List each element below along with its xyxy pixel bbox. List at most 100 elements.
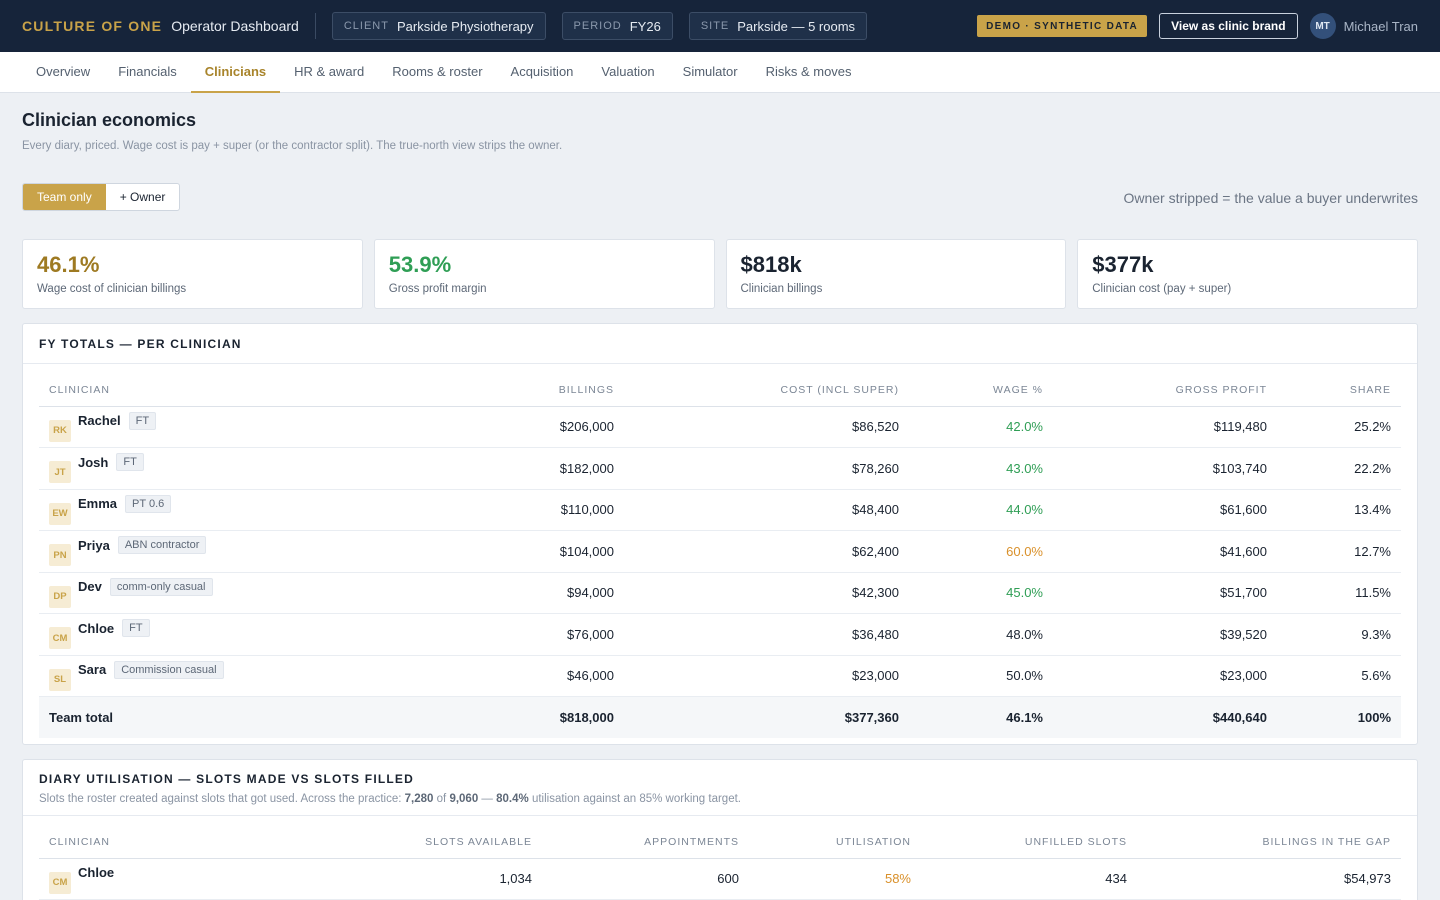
col-appointments[interactable]: APPOINTMENTS xyxy=(542,816,749,859)
tab-clinicians[interactable]: Clinicians xyxy=(190,52,281,93)
panel-header: DIARY UTILISATION — SLOTS MADE VS SLOTS … xyxy=(23,760,1417,816)
tab-rooms-roster[interactable]: Rooms & roster xyxy=(392,64,483,79)
panel-subtitle: Slots the roster created against slots t… xyxy=(39,793,1401,805)
kpi-value: $818k xyxy=(740,252,802,277)
kpi-value: $377k xyxy=(1092,252,1154,277)
wage-cell: 43.0% xyxy=(909,447,1053,490)
clinician-name[interactable]: Priya xyxy=(78,537,110,553)
site-selector[interactable]: SITE Parkside — 5 rooms xyxy=(688,12,868,40)
clinician-name-wrap: RK Rachel FT xyxy=(49,411,449,442)
table-row[interactable]: DP Dev comm-only casual $94,000 $42,300 45.0%… xyxy=(39,572,1401,614)
billings-cell: $46,000 xyxy=(459,655,624,697)
cost-cell: $23,000 xyxy=(624,655,909,697)
employment-tag: ABN contractor xyxy=(117,536,207,555)
table-row[interactable]: EW Emma PT 0.6 $110,000 $48,400 44.0% $61,600 1… xyxy=(39,489,1401,531)
col-slots-available[interactable]: SLOTS AVAILABLE xyxy=(369,816,542,859)
table-row[interactable]: SL Sara Commission casual $46,000 $23,000 50.… xyxy=(39,655,1401,697)
clinician-name[interactable]: Rachel xyxy=(78,413,121,429)
user-name[interactable]: Michael Tran xyxy=(1343,18,1418,34)
team-only-option[interactable]: Team only xyxy=(23,184,106,210)
fy-totals-table: CLINICIAN BILLINGS COST (INCL SUPER) WAG… xyxy=(39,364,1401,738)
slots-available-cell: 1,034 xyxy=(369,858,542,900)
clinician-name[interactable]: Emma xyxy=(78,496,118,512)
clinician-initials: CM xyxy=(49,871,71,894)
brand-logo[interactable]: CULTURE OF ONE xyxy=(22,18,163,34)
owner-toggle: Team only + Owner xyxy=(22,183,181,211)
page-subtitle: Every diary, priced. Wage cost is pay + … xyxy=(22,140,563,152)
col-clinician[interactable]: CLINICIAN xyxy=(39,816,369,859)
col-utilisation[interactable]: UTILISATION xyxy=(749,816,921,859)
col-billings-gap[interactable]: BILLINGS IN THE GAP xyxy=(1137,816,1401,859)
table-row[interactable]: RK Rachel FT $206,000 $86,520 42.0% $119,480 25… xyxy=(39,406,1401,448)
gross-profit-cell: $51,700 xyxy=(1053,572,1277,614)
clinician-name[interactable]: Josh xyxy=(78,454,109,470)
gross-profit-cell: $61,600 xyxy=(1053,489,1277,531)
gross-profit-cell: $103,740 xyxy=(1053,447,1277,490)
panel-title: FY TOTALS — PER CLINICIAN xyxy=(39,336,242,351)
page-title: Clinician economics xyxy=(22,110,197,130)
clinician-name[interactable]: Dev xyxy=(78,579,102,595)
col-cost[interactable]: COST (INCL SUPER) xyxy=(624,364,909,407)
kpi-row: 46.1% Wage cost of clinician billings 53… xyxy=(22,239,1418,309)
share-cell: 9.3% xyxy=(1277,613,1401,656)
table-row[interactable]: CM Chloe FT $76,000 $36,480 48.0% $39,520 9.3% xyxy=(39,613,1401,656)
kpi-label: Clinician billings xyxy=(740,283,823,295)
client-selector[interactable]: CLIENT Parkside Physiotherapy xyxy=(331,12,546,40)
col-unfilled-slots[interactable]: UNFILLED SLOTS xyxy=(921,816,1137,859)
billings-cell: $206,000 xyxy=(459,406,624,448)
clinician-cell: DP Dev comm-only casual xyxy=(39,572,459,614)
total-row: Team total $818,000 $377,360 46.1% $440,640 1… xyxy=(39,696,1401,738)
cost-cell: $62,400 xyxy=(624,530,909,573)
tab-financials[interactable]: Financials xyxy=(118,64,177,79)
cost-cell: $42,300 xyxy=(624,572,909,614)
period-selector[interactable]: PERIOD FY26 xyxy=(561,12,673,40)
col-billings[interactable]: BILLINGS xyxy=(459,364,624,407)
clinician-name[interactable]: Chloe xyxy=(78,620,115,636)
fy-totals-panel: FY TOTALS — PER CLINICIAN CLINICIAN BILL… xyxy=(22,323,1418,745)
cost-cell: $48,400 xyxy=(624,489,909,531)
table-header-row: CLINICIAN SLOTS AVAILABLE APPOINTMENTS U… xyxy=(39,816,1401,859)
sub-slots-count: 9,060 xyxy=(449,793,479,805)
employment-tag: FT xyxy=(128,411,157,430)
unfilled-slots-cell: 434 xyxy=(921,858,1137,900)
toggle-note: Owner stripped = the value a buyer under… xyxy=(1123,190,1418,206)
kpi-card-clinician-cost: $377k Clinician cost (pay + super) xyxy=(1077,239,1418,309)
col-clinician[interactable]: CLINICIAN xyxy=(39,364,459,407)
site-value: Parkside — 5 rooms xyxy=(737,18,856,34)
tab-hr-award[interactable]: HR & award xyxy=(294,64,365,79)
client-value: Parkside Physiotherapy xyxy=(396,18,534,34)
cost-cell: $86,520 xyxy=(624,406,909,448)
panel-title: DIARY UTILISATION — SLOTS MADE VS SLOTS … xyxy=(39,772,414,786)
sub-outro: utilisation against an 85% working targe… xyxy=(531,793,741,805)
employment-tag: Commission casual xyxy=(114,660,224,679)
top-bar: CULTURE OF ONE Operator Dashboard CLIENT… xyxy=(0,0,1440,52)
table-row[interactable]: PN Priya ABN contractor $104,000 $62,400 60.0… xyxy=(39,530,1401,573)
total-billings: $818,000 xyxy=(459,696,624,738)
wage-cell: 42.0% xyxy=(909,406,1053,448)
clinician-cell: JT Josh FT xyxy=(39,447,459,490)
kpi-label: Gross profit margin xyxy=(388,283,487,295)
clinician-name[interactable]: Sara xyxy=(78,662,107,678)
col-gross-profit[interactable]: GROSS PROFIT xyxy=(1053,364,1277,407)
col-share[interactable]: SHARE xyxy=(1277,364,1401,407)
col-wage[interactable]: WAGE % xyxy=(909,364,1053,407)
share-cell: 25.2% xyxy=(1277,406,1401,448)
tab-simulator[interactable]: Simulator xyxy=(682,64,738,79)
clinician-cell: CM Chloe FT xyxy=(39,613,459,656)
tab-valuation[interactable]: Valuation xyxy=(601,64,655,79)
clinician-name-wrap: EW Emma PT 0.6 xyxy=(49,494,449,525)
tab-overview[interactable]: Overview xyxy=(36,64,91,79)
client-key: CLIENT xyxy=(343,20,389,32)
sub-dash: — xyxy=(481,793,493,805)
tab-acquisition[interactable]: Acquisition xyxy=(510,64,574,79)
tab-risks-moves[interactable]: Risks & moves xyxy=(765,64,852,79)
utilisation-table: CLINICIAN SLOTS AVAILABLE APPOINTMENTS U… xyxy=(39,816,1401,900)
table-row[interactable]: CM Chloe 1,034 600 58% 434 $54,973 xyxy=(39,858,1401,900)
table-row[interactable]: JT Josh FT $182,000 $78,260 43.0% $103,740 22.2… xyxy=(39,447,1401,490)
view-as-clinic-brand-button[interactable]: View as clinic brand xyxy=(1159,13,1298,39)
billings-cell: $76,000 xyxy=(459,613,624,656)
plus-owner-option[interactable]: + Owner xyxy=(119,190,166,204)
user-avatar[interactable]: MT xyxy=(1309,13,1336,39)
clinician-name[interactable]: Chloe xyxy=(78,865,115,881)
kpi-label: Wage cost of clinician billings xyxy=(37,283,187,295)
